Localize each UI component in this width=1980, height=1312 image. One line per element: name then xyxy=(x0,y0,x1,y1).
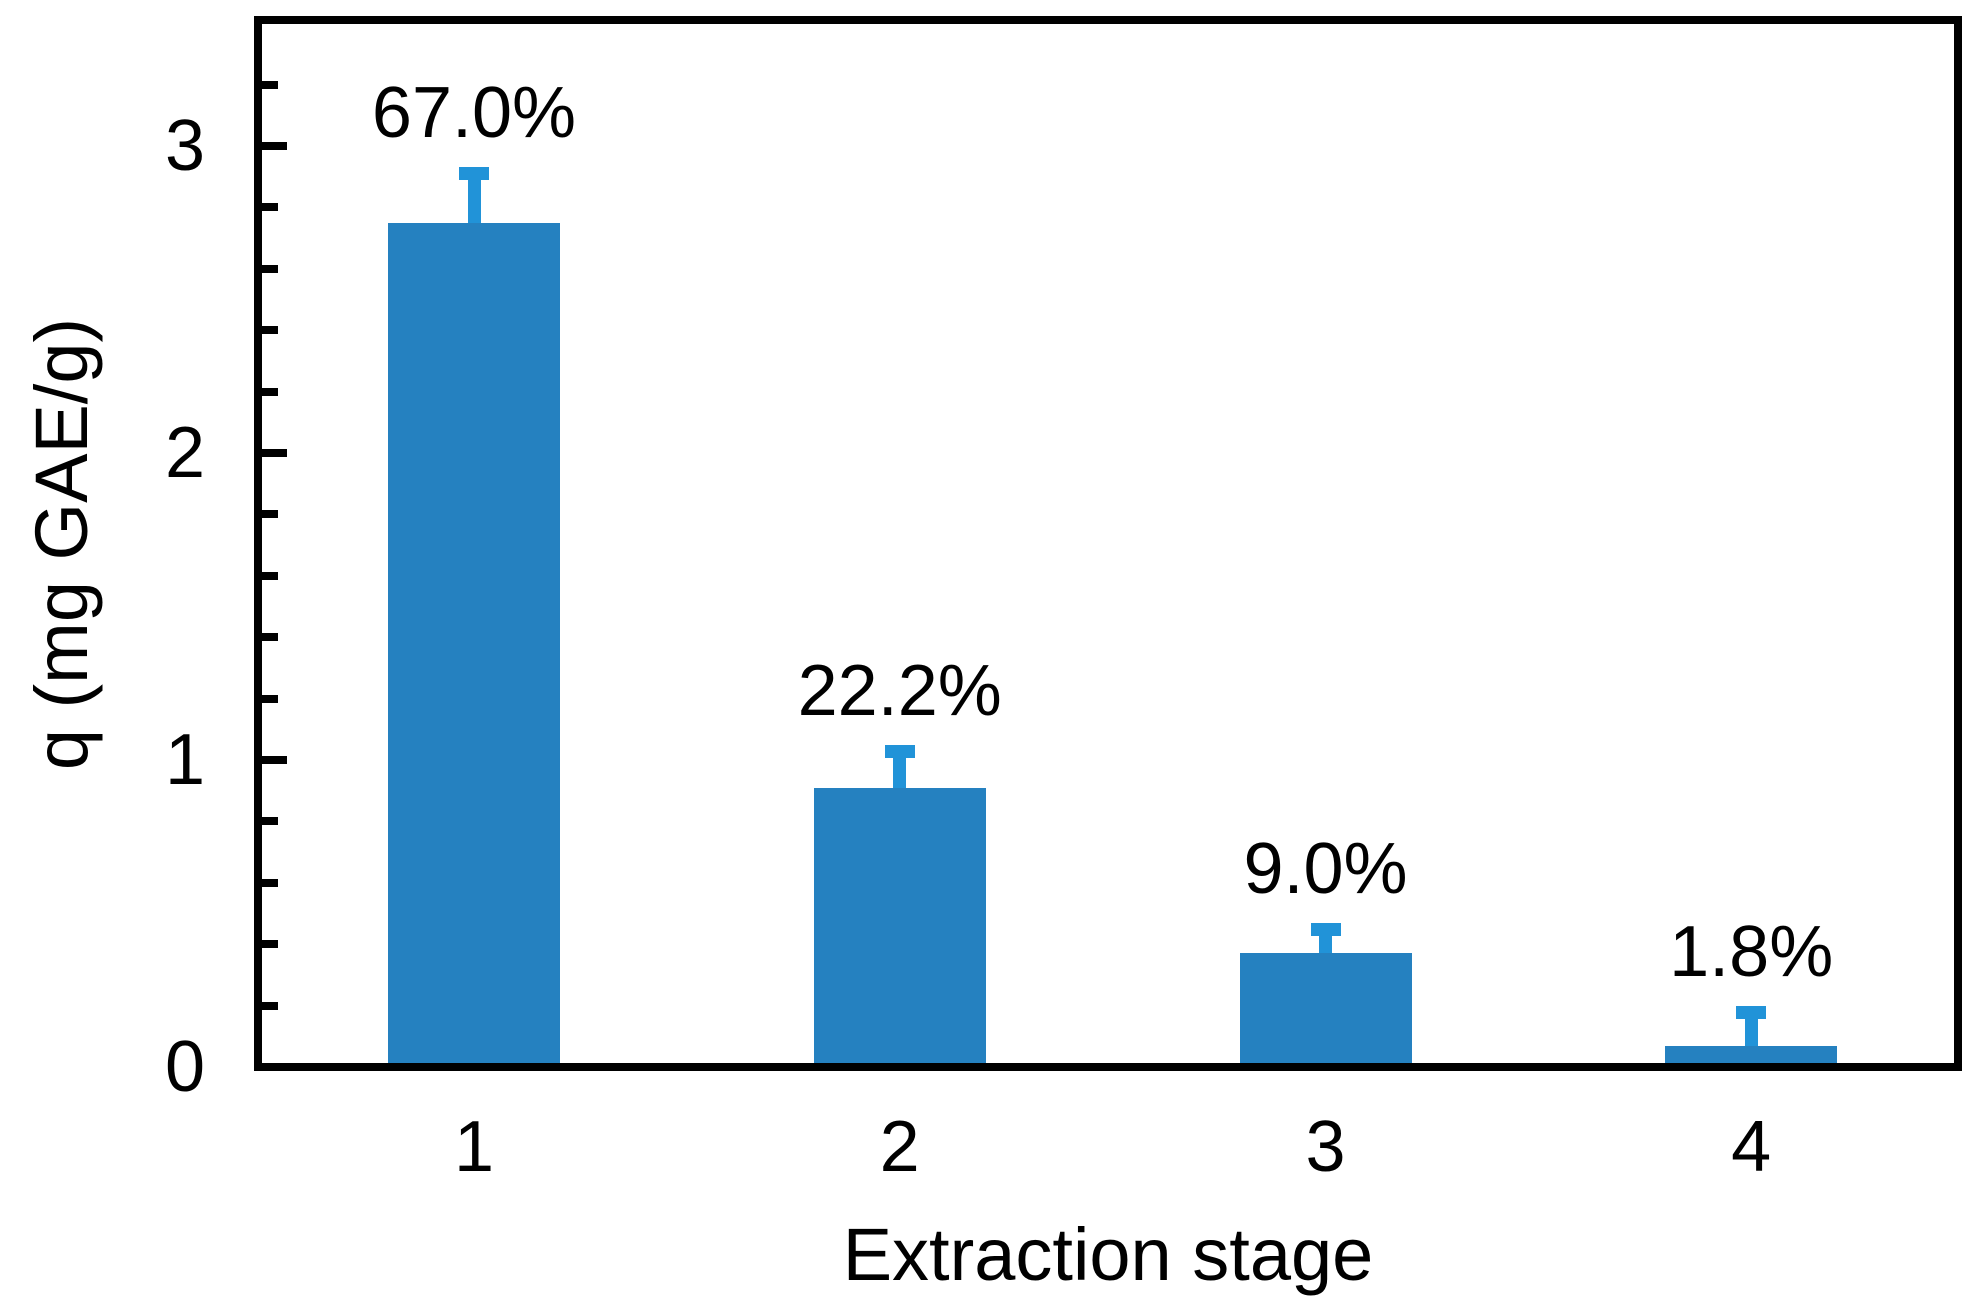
x-tick-label: 4 xyxy=(1731,1107,1772,1187)
y-minor-tick xyxy=(262,264,278,273)
y-major-tick xyxy=(262,756,287,764)
bar xyxy=(1239,953,1412,1067)
bar xyxy=(1665,1045,1838,1067)
error-bar-stem xyxy=(467,167,481,223)
y-axis-title: q (mg GAE/g) xyxy=(20,317,103,771)
error-bar-cap xyxy=(884,744,915,758)
bar xyxy=(813,787,986,1067)
x-tick-label: 1 xyxy=(453,1107,495,1187)
y-minor-tick xyxy=(262,633,278,642)
y-minor-tick xyxy=(262,1001,278,1010)
y-minor-tick xyxy=(262,878,278,887)
y-minor-tick xyxy=(262,203,278,212)
y-major-tick xyxy=(262,1063,287,1071)
y-minor-tick xyxy=(262,80,278,89)
y-tick-label: 2 xyxy=(164,413,205,493)
y-major-tick xyxy=(262,142,287,150)
y-tick-label: 3 xyxy=(164,106,205,186)
error-bar-cap xyxy=(1736,1005,1767,1019)
y-minor-tick xyxy=(262,817,278,826)
bar xyxy=(388,222,560,1067)
bar-value-label: 67.0% xyxy=(371,73,577,154)
y-minor-tick xyxy=(262,510,278,519)
y-minor-tick xyxy=(262,326,278,335)
y-major-tick xyxy=(262,449,287,457)
y-minor-tick xyxy=(262,387,278,396)
y-minor-tick xyxy=(262,571,278,580)
y-minor-tick xyxy=(262,694,278,703)
y-minor-tick xyxy=(262,940,278,949)
x-tick-label: 2 xyxy=(879,1107,920,1187)
x-axis-title: Extraction stage xyxy=(842,1213,1374,1296)
error-bar-cap xyxy=(459,167,489,181)
y-tick-label: 0 xyxy=(164,1027,205,1107)
y-tick-label: 1 xyxy=(164,720,205,800)
x-tick-label: 3 xyxy=(1305,1107,1346,1187)
bar-value-label: 1.8% xyxy=(1669,911,1834,992)
error-bar-cap xyxy=(1310,922,1341,936)
bar-value-label: 9.0% xyxy=(1243,828,1408,909)
bar-value-label: 22.2% xyxy=(797,650,1002,731)
